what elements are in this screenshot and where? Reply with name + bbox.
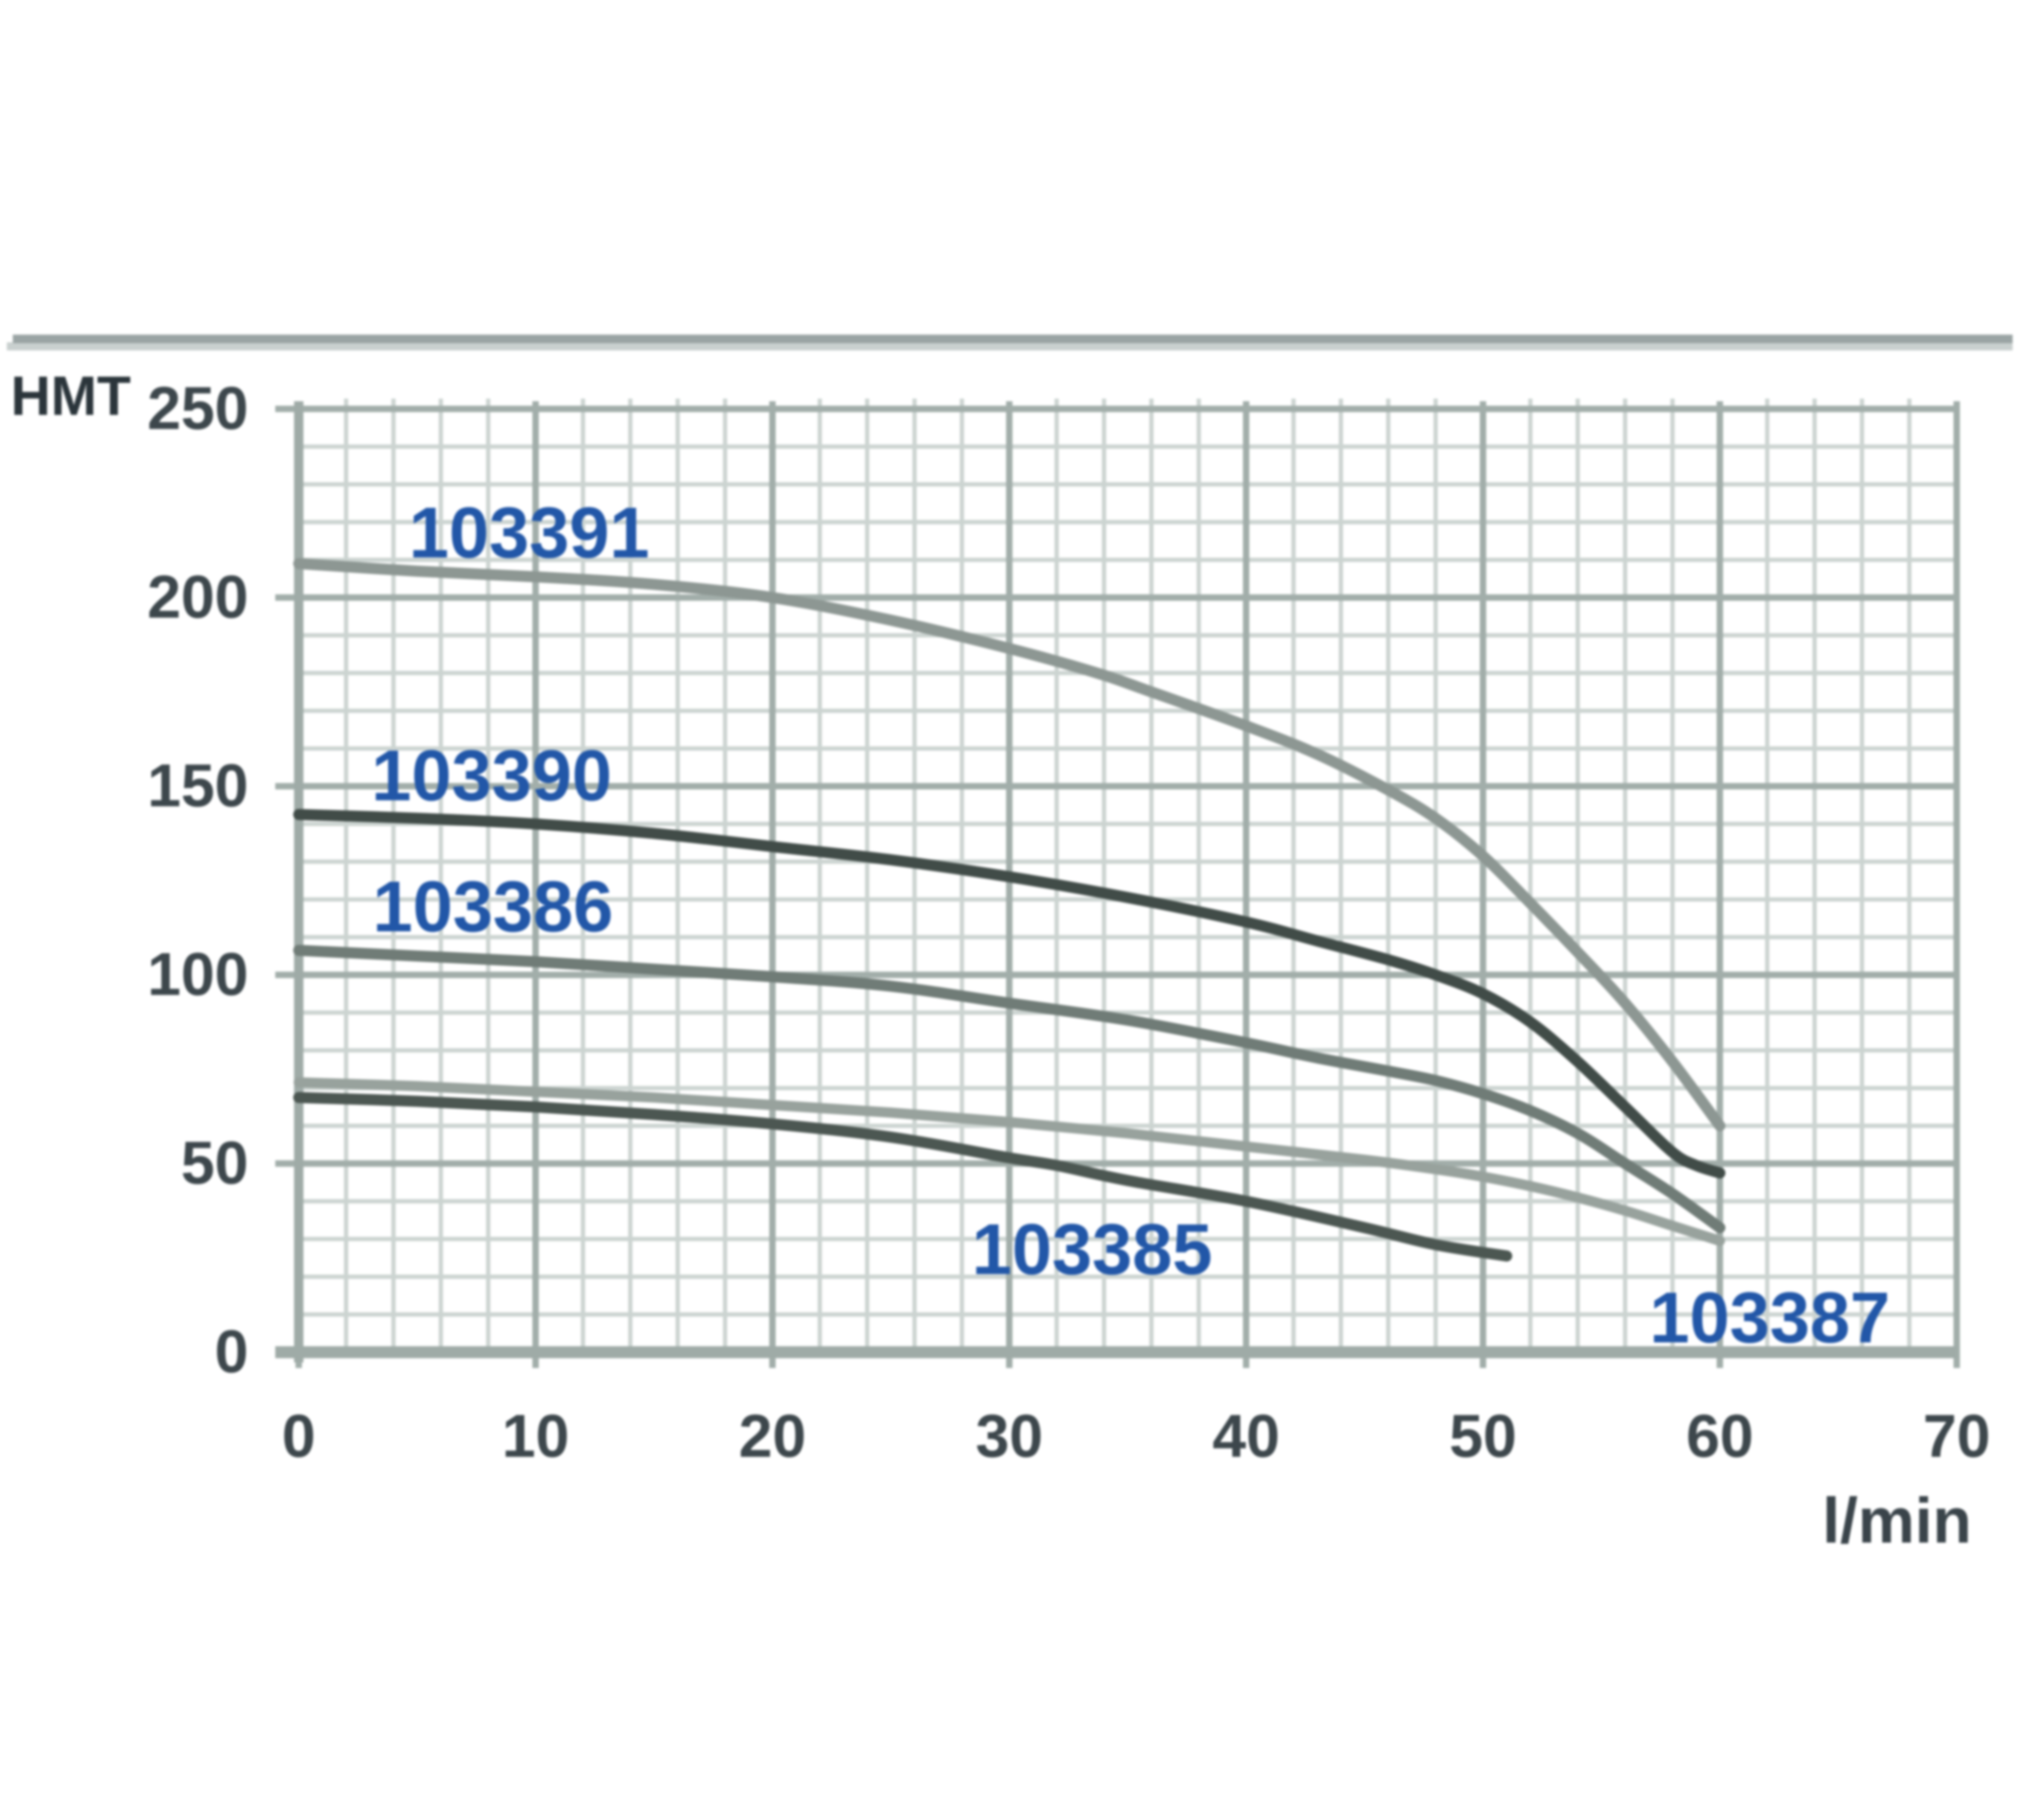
svg-text:60: 60 (1686, 1402, 1754, 1470)
svg-text:50: 50 (1449, 1402, 1517, 1470)
svg-text:30: 30 (976, 1402, 1043, 1470)
svg-text:103386: 103386 (373, 866, 613, 947)
svg-text:HMT: HMT (11, 365, 131, 427)
svg-text:103391: 103391 (409, 492, 650, 573)
svg-text:l/min: l/min (1822, 1485, 1972, 1556)
svg-text:200: 200 (147, 563, 248, 631)
svg-text:20: 20 (739, 1402, 806, 1470)
svg-text:50: 50 (181, 1129, 248, 1197)
svg-text:70: 70 (1923, 1402, 1990, 1470)
svg-text:103387: 103387 (1649, 1277, 1890, 1358)
svg-text:103390: 103390 (371, 735, 612, 816)
svg-text:103385: 103385 (972, 1209, 1212, 1289)
svg-text:150: 150 (147, 752, 248, 820)
svg-text:0: 0 (282, 1402, 316, 1470)
svg-text:40: 40 (1212, 1402, 1280, 1470)
svg-text:0: 0 (215, 1318, 248, 1385)
svg-text:250: 250 (147, 374, 248, 442)
svg-text:100: 100 (147, 940, 248, 1008)
svg-text:10: 10 (502, 1402, 569, 1470)
